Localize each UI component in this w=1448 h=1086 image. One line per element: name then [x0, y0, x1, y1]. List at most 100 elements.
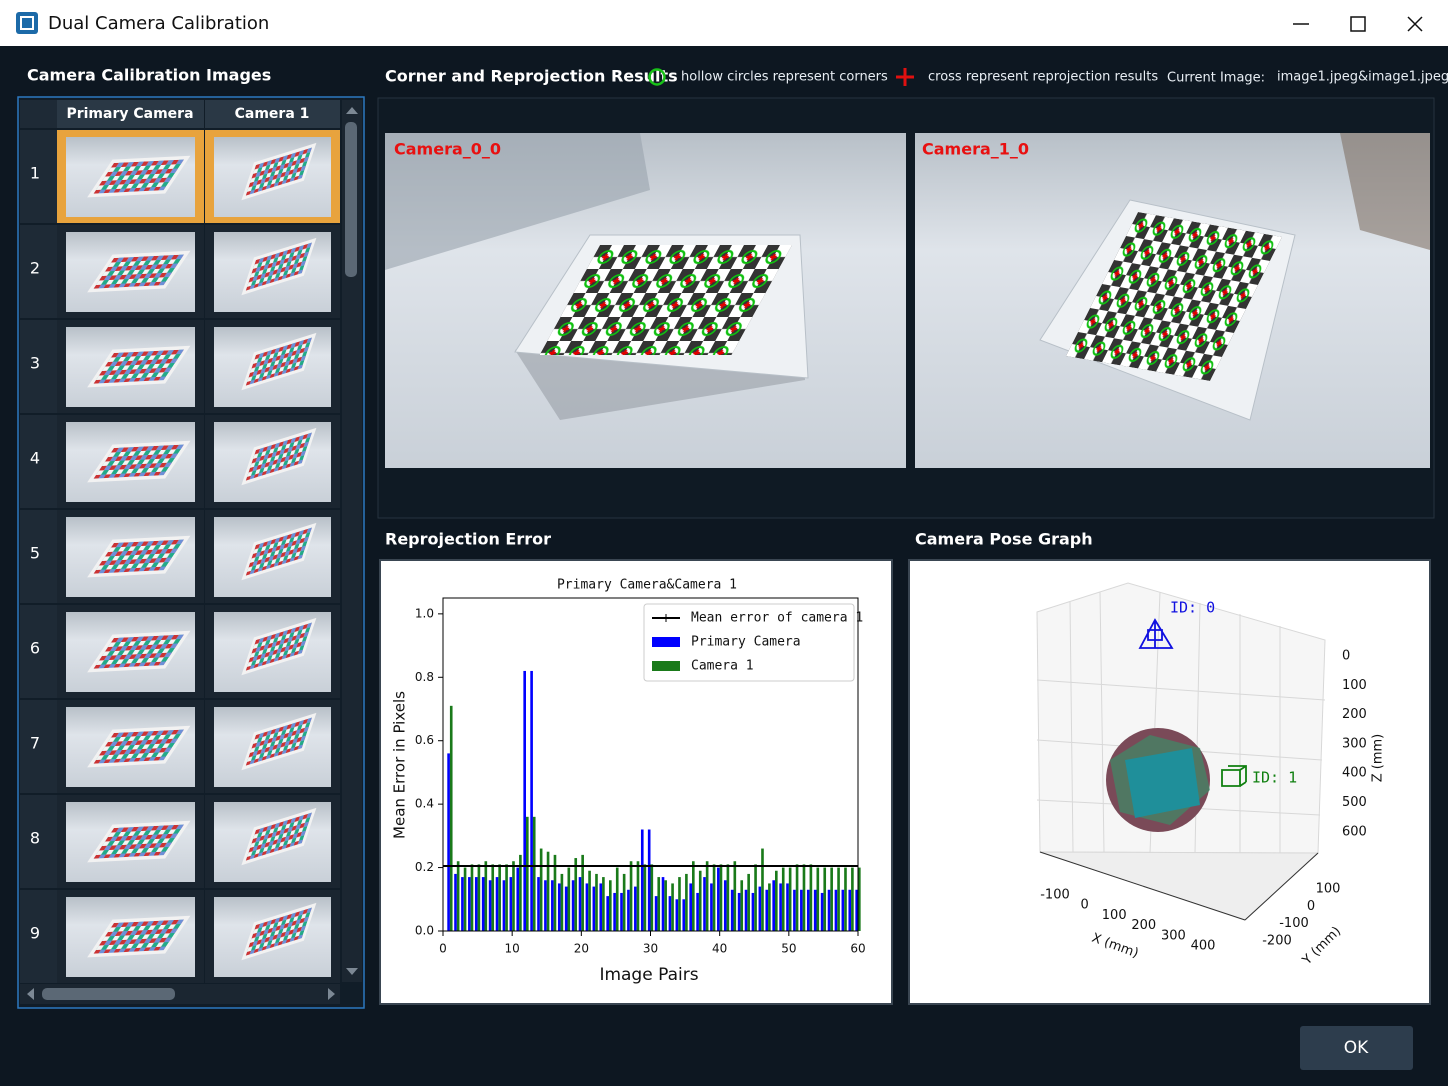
ok-button[interactable] [1300, 1026, 1413, 1070]
y-tick-label: -200 [1262, 933, 1292, 948]
y-tick-label: 0.2 [415, 860, 434, 874]
current-image-label: Current Image: [1167, 71, 1265, 86]
row-header [20, 130, 57, 223]
bar [841, 889, 845, 931]
bar [537, 877, 540, 931]
checkerboard [539, 245, 792, 355]
bar [588, 870, 591, 931]
bar [539, 848, 543, 931]
x-axis-label: Image Pairs [599, 965, 698, 985]
board-pattern [245, 812, 313, 861]
row-header [20, 890, 57, 983]
bar [615, 867, 619, 931]
row-number: 4 [30, 449, 40, 468]
column-header [205, 100, 340, 128]
bar [823, 867, 827, 931]
current-image: image1.jpeg&image1.jpeg [1277, 70, 1448, 85]
v-scrollbar[interactable] [342, 100, 362, 982]
z-tick-label: 500 [1342, 795, 1367, 810]
bar [754, 864, 757, 931]
bar [751, 892, 755, 931]
board-pattern [245, 622, 313, 671]
x-tick-label: -100 [1040, 888, 1070, 903]
circle-icon [648, 68, 666, 86]
corner-header [20, 100, 57, 128]
x-tick-label: 50 [781, 942, 796, 956]
x-tick-label: 0 [439, 942, 447, 956]
bar [488, 880, 492, 931]
view-label: Camera_0_0 [394, 140, 501, 159]
board-pattern [245, 907, 313, 956]
bar [609, 880, 612, 931]
title-bar [0, 0, 1448, 46]
bar [654, 896, 658, 931]
bar [820, 892, 824, 931]
bar [719, 864, 723, 931]
bar [747, 873, 750, 931]
bar [848, 889, 852, 931]
x-tick-label: 10 [505, 942, 520, 956]
thumbnail-board [241, 617, 317, 676]
bar [495, 877, 499, 931]
bar [585, 883, 589, 931]
bar [717, 867, 720, 931]
bar [512, 861, 515, 931]
row-number: 9 [30, 924, 40, 943]
column-header [57, 100, 204, 128]
y-tick-label: 0.6 [415, 733, 434, 747]
bar [837, 867, 840, 931]
bar [505, 864, 508, 931]
bar [705, 861, 709, 931]
bar [726, 864, 730, 931]
thumbnail-board [87, 820, 191, 863]
x-tick-label: 20 [574, 942, 589, 956]
bar [622, 873, 626, 931]
h-scroll-thumb[interactable] [42, 988, 175, 1000]
y-tick-label: 0 [1307, 899, 1315, 914]
thumbnail-board [87, 440, 191, 483]
scene-wall [385, 133, 650, 270]
bar [592, 886, 596, 931]
y-tick-label: 1.0 [415, 606, 434, 620]
board-poses [1125, 748, 1200, 818]
bar [477, 864, 481, 931]
x-tick-label: 200 [1131, 918, 1156, 933]
x-tick-label: 60 [850, 942, 865, 956]
close-button[interactable] [1407, 16, 1423, 32]
bar [481, 877, 485, 931]
bar [768, 883, 771, 931]
bar [636, 861, 640, 931]
board-pattern [93, 919, 184, 954]
maximize-button[interactable] [1350, 16, 1366, 32]
bar [758, 886, 762, 931]
row-header [20, 605, 57, 698]
bar [730, 889, 734, 931]
x-tick-label: 40 [712, 942, 727, 956]
thumbnail-board [87, 155, 191, 198]
legend [643, 603, 855, 682]
bar [744, 889, 748, 931]
bar [675, 899, 679, 931]
column-title: Primary Camera [66, 106, 193, 122]
thumbnail-board [241, 902, 317, 961]
bar [516, 867, 520, 931]
bar [788, 867, 792, 931]
bar [484, 861, 488, 931]
bar [737, 892, 741, 931]
row-header [20, 225, 57, 318]
row-number: 3 [30, 354, 40, 373]
bar [692, 861, 695, 931]
bar [710, 883, 713, 931]
bar [795, 864, 799, 931]
bar [602, 877, 605, 931]
bar [461, 877, 464, 931]
z-tick-label: 400 [1342, 766, 1367, 781]
bar [463, 867, 467, 931]
thumbnail-board [87, 250, 191, 293]
bar [761, 848, 764, 931]
z-tick-label: 600 [1342, 824, 1367, 839]
bar [781, 867, 785, 931]
row-header [20, 320, 57, 413]
z-tick-label: 200 [1342, 707, 1367, 722]
v-scroll-thumb[interactable] [345, 122, 357, 277]
